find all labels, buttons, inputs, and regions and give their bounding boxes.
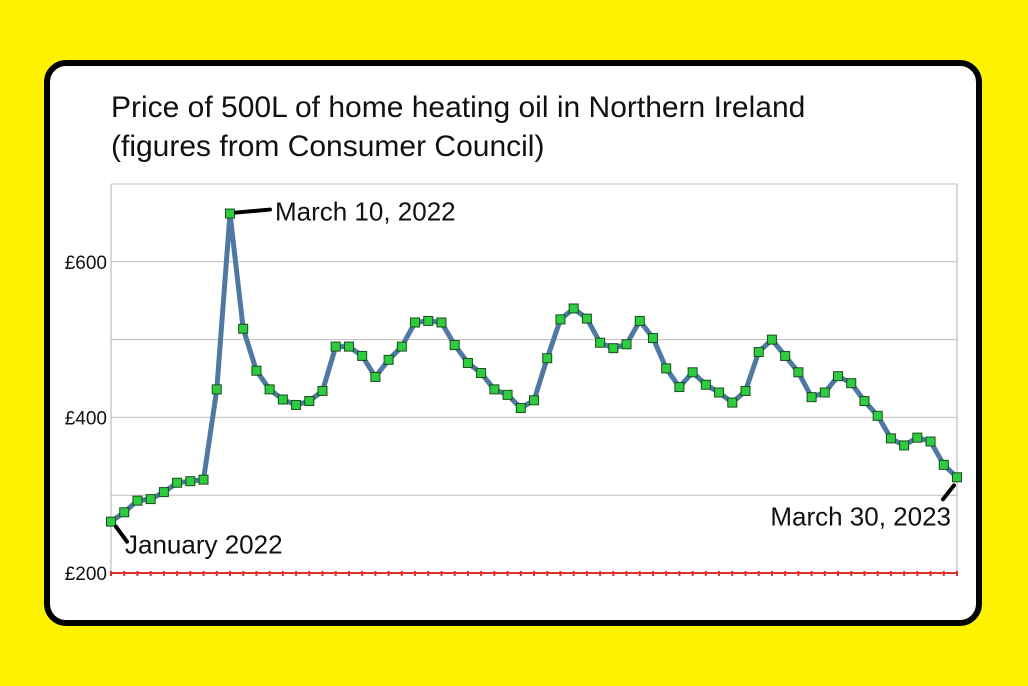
data-point — [740, 385, 751, 396]
data-point — [872, 410, 883, 421]
data-point — [568, 303, 579, 314]
data-point — [343, 341, 354, 352]
line-chart: Price of 500L of home heating oil in Nor… — [65, 91, 962, 585]
data-point — [436, 317, 447, 328]
annotation-label: March 10, 2022 — [275, 197, 456, 227]
data-point — [211, 384, 222, 395]
data-point — [925, 436, 936, 447]
data-point — [806, 392, 817, 403]
data-point — [476, 368, 487, 379]
chart-title-line-2: (figures from Consumer Council) — [111, 130, 544, 163]
data-point — [172, 477, 183, 488]
chart-title-line-1: Price of 500L of home heating oil in Nor… — [111, 91, 805, 124]
data-point — [819, 387, 830, 398]
data-point — [185, 476, 196, 487]
data-point — [727, 397, 738, 408]
data-point — [687, 367, 698, 378]
data-point — [634, 315, 645, 326]
data-point — [833, 371, 844, 382]
data-point — [370, 371, 381, 382]
annotations: January 2022 March 10, 2022 March 30, 2023 — [114, 197, 956, 560]
data-point — [132, 495, 143, 506]
data-point — [119, 507, 130, 518]
data-point — [449, 340, 460, 351]
data-point — [251, 365, 262, 376]
data-point — [198, 474, 209, 485]
baseline — [110, 571, 958, 576]
data-point — [224, 208, 235, 219]
data-point — [291, 399, 302, 410]
data-point — [753, 347, 764, 358]
annotation-leader — [114, 524, 129, 544]
annotation-leader — [941, 483, 956, 502]
data-point — [859, 396, 870, 407]
y-tick-label: £400 — [65, 408, 107, 429]
data-point — [357, 350, 368, 361]
data-point — [714, 387, 725, 398]
data-point — [595, 337, 606, 348]
data-point — [766, 334, 777, 345]
data-point — [647, 333, 658, 344]
data-point — [899, 440, 910, 451]
data-point — [885, 433, 896, 444]
data-point — [674, 382, 685, 393]
data-point — [396, 341, 407, 352]
data-point — [608, 343, 619, 354]
chart-card: Price of 500L of home heating oil in Nor… — [44, 60, 982, 626]
data-point — [489, 384, 500, 395]
data-point — [317, 385, 328, 396]
data-point — [145, 494, 156, 505]
axes — [110, 184, 958, 573]
data-point — [158, 487, 169, 498]
annotation-label: March 30, 2023 — [770, 501, 951, 531]
data-point — [410, 317, 421, 328]
series-line-path — [108, 211, 960, 525]
data-point — [661, 363, 672, 374]
data-point — [952, 472, 962, 483]
data-point — [581, 313, 592, 324]
data-point — [780, 350, 791, 361]
data-point — [555, 314, 566, 325]
data-point — [542, 353, 553, 364]
data-point — [330, 341, 341, 352]
gridlines — [111, 183, 957, 496]
annotation-leader — [233, 207, 272, 215]
data-point — [423, 315, 434, 326]
data-point — [277, 394, 288, 405]
data-point — [502, 389, 513, 400]
data-point — [912, 432, 923, 443]
data-point — [793, 367, 804, 378]
data-point — [264, 384, 275, 395]
data-point — [515, 403, 526, 414]
data-point — [462, 357, 473, 368]
y-tick-label: £600 — [65, 253, 107, 274]
data-point — [700, 379, 711, 390]
annotation-label: January 2022 — [125, 530, 283, 560]
series-line — [108, 211, 960, 525]
y-tick-labels: £200 £400 £600 — [65, 253, 107, 585]
data-point — [106, 516, 116, 527]
data-point — [304, 396, 315, 407]
data-point — [621, 339, 632, 350]
data-point — [846, 378, 857, 389]
data-point — [938, 459, 949, 470]
data-point — [529, 395, 539, 406]
data-markers — [106, 208, 962, 527]
y-tick-label: £200 — [65, 564, 107, 585]
data-point — [383, 354, 394, 365]
data-point — [238, 323, 249, 334]
